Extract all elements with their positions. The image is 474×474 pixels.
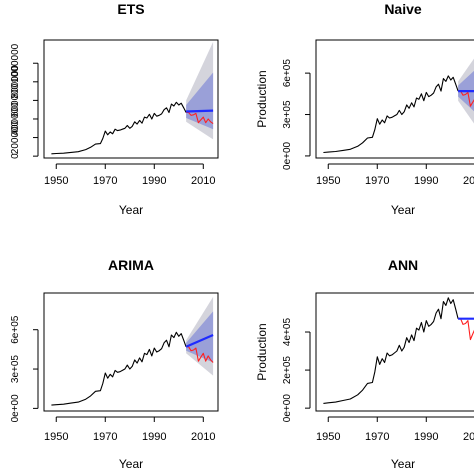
y-tick-label: 800000 <box>10 65 21 99</box>
y-tick-label: 0e+00 <box>282 141 293 170</box>
plot-area <box>51 41 214 155</box>
plot-area <box>323 58 474 154</box>
y-tick-label: 6e+05 <box>282 59 293 88</box>
x-tick-label: 1970 <box>365 431 389 443</box>
actual-series-line <box>323 75 459 154</box>
x-tick-label: 1950 <box>44 431 68 443</box>
x-tick-label: 1950 <box>316 175 340 187</box>
y-tick-label: 600000 <box>10 83 21 117</box>
y-tick-label: 4e+05 <box>282 318 293 347</box>
test-series-line <box>458 90 474 107</box>
plot-area <box>323 297 474 404</box>
y-tick-label: 3e+05 <box>10 355 21 384</box>
y-axis-title: Production <box>255 70 269 127</box>
x-tick-label: 2010 <box>191 431 215 443</box>
x-tick-label: 1950 <box>44 175 68 187</box>
chart-panel-ann: ANN 1950 1970 1990 2010 Year 0e+00 2e+05 4e+05 Pr… <box>255 257 474 471</box>
chart-panel-ets: ETS 1950 1970 1990 2010 Year 02000004000006000… <box>10 1 219 217</box>
y-tick-label: 1000000 <box>10 43 21 82</box>
actual-series-line <box>51 101 187 155</box>
y-axis-title: Production <box>255 323 269 380</box>
forecast-series-line <box>186 109 214 113</box>
chart-title: Naive <box>384 1 422 17</box>
x-tick-label: 1990 <box>142 431 166 443</box>
x-tick-label: 2010 <box>463 431 474 443</box>
x-tick-label: 1990 <box>414 175 438 187</box>
plot-frame <box>43 292 219 412</box>
plot-frame <box>43 39 219 159</box>
chart-title: ETS <box>117 1 144 17</box>
plot-frame <box>315 39 474 159</box>
y-tick-label: 200000 <box>10 120 21 154</box>
chart-title: ANN <box>388 257 418 273</box>
y-tick-label: 0e+00 <box>10 394 21 423</box>
actual-series-line <box>51 331 187 406</box>
y-tick-label: 0e+00 <box>282 394 293 423</box>
chart-title: ARIMA <box>108 257 154 273</box>
y-tick-label: 2e+05 <box>282 356 293 385</box>
test-series-line <box>186 111 214 125</box>
forecast-series-line <box>185 333 214 348</box>
test-series-line <box>458 318 474 341</box>
x-axis-title: Year <box>391 203 415 217</box>
actual-series-line <box>323 297 459 404</box>
x-tick-label: 2010 <box>463 175 474 187</box>
y-tick-label: 0 <box>10 153 21 159</box>
x-axis-title: Year <box>391 457 415 471</box>
test-series-line <box>186 346 214 363</box>
x-tick-label: 1970 <box>93 175 117 187</box>
chart-panel-arima: ARIMA 1950 1970 1990 2010 Year 0e+00 3e+05 6e+05 <box>10 257 219 471</box>
y-tick-label: 6e+05 <box>10 315 21 344</box>
y-tick-label: 3e+05 <box>282 100 293 129</box>
x-tick-label: 1970 <box>365 175 389 187</box>
plot-frame <box>315 292 474 412</box>
chart-panel-naive: Naive 1950 1970 1990 2010 Year 0e+00 3e+05 6e+05… <box>255 1 474 217</box>
x-tick-label: 2010 <box>191 175 215 187</box>
x-tick-label: 1970 <box>93 431 117 443</box>
x-tick-label: 1950 <box>316 431 340 443</box>
x-tick-label: 1990 <box>414 431 438 443</box>
plot-area <box>51 296 214 406</box>
y-tick-label: 400000 <box>10 102 21 136</box>
x-axis-title: Year <box>119 457 143 471</box>
x-axis-title: Year <box>119 203 143 217</box>
x-tick-label: 1990 <box>142 175 166 187</box>
